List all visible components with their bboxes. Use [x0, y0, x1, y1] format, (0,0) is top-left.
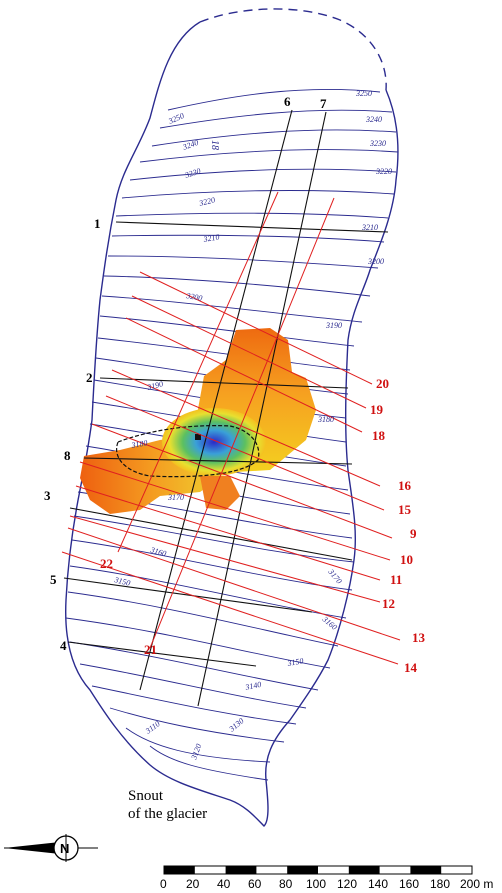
- profile-label-1: 1: [94, 216, 101, 231]
- elev-label: 3150: [286, 656, 304, 668]
- scale-bar: 0 20 40 60 80 100 120 140 160 180 200 m: [160, 865, 493, 891]
- scale-tick: 160: [399, 877, 419, 891]
- profile-label-2: 2: [86, 370, 93, 385]
- scale-tick: 20: [186, 877, 200, 891]
- black-profiles: [63, 109, 389, 707]
- profile-label-19: 19: [370, 402, 384, 417]
- elev-label: 3240: [181, 138, 200, 152]
- profile-line-4: [67, 641, 257, 667]
- scale-tick: 180: [430, 877, 450, 891]
- profile-label-10: 10: [400, 552, 413, 567]
- elev-label: 3210: [361, 223, 378, 232]
- profile-line-7: [197, 111, 327, 707]
- elev-label: 3180: [130, 438, 148, 450]
- scale-tick: 200 m: [460, 877, 493, 891]
- profile-line-12: [69, 515, 381, 603]
- color-anomaly: [80, 328, 316, 514]
- profile-line-14: [61, 551, 399, 665]
- scale-tick: 100: [306, 877, 326, 891]
- red-profiles: [61, 191, 401, 665]
- profile-label-15: 15: [398, 502, 412, 517]
- profile-line-2: [99, 377, 349, 389]
- elev-label: 3190: [145, 379, 164, 392]
- elev-label: 3210: [202, 232, 220, 244]
- profile-label-8: 8: [64, 448, 71, 463]
- profile-line-10: [79, 461, 391, 561]
- glacier-outline: [65, 8, 399, 827]
- scale-tick: 80: [279, 877, 293, 891]
- elev-label: 3220: [375, 167, 392, 176]
- profile-line-19: [131, 295, 367, 409]
- profile-label-4: 4: [60, 638, 67, 653]
- elev-label: 3250: [355, 89, 372, 98]
- elev-label: 3140: [244, 680, 262, 692]
- elev-label: 3170: [326, 567, 344, 586]
- profile-line-11: [75, 485, 381, 581]
- profile-label-7: 7: [320, 96, 327, 111]
- profile-line-20: [139, 271, 373, 385]
- elev-label: 3150: [113, 575, 132, 588]
- profile-label-12: 12: [382, 596, 395, 611]
- elev-label: 3240: [365, 115, 382, 124]
- black-profile-labels: 1 2 3 4 5 6 7 8: [44, 94, 327, 653]
- north-arrow-icon: N: [4, 834, 98, 862]
- elev-label: 3230: [369, 139, 386, 148]
- profile-label-6: 6: [284, 94, 291, 109]
- scale-tick: 0: [160, 877, 167, 891]
- profile-line-21: [149, 197, 335, 649]
- scale-tick: 40: [217, 877, 231, 891]
- snout-label-line1: Snout: [128, 788, 164, 804]
- stray-label: 18: [209, 140, 220, 150]
- red-profile-labels: 9 10 11 12 13 14 15 16 18 19 20 21 22: [100, 376, 426, 675]
- elev-label: 3180: [317, 415, 334, 424]
- profile-label-9: 9: [410, 526, 417, 541]
- profile-line-1: [115, 221, 389, 233]
- profile-label-14: 14: [404, 660, 418, 675]
- elev-label: 3190: [325, 321, 342, 330]
- scale-tick: 60: [248, 877, 262, 891]
- profile-label-3: 3: [44, 488, 51, 503]
- elev-label: 3170: [167, 493, 184, 502]
- elev-label: 3200: [185, 291, 203, 303]
- elev-label: 3220: [197, 195, 216, 208]
- profile-label-11: 11: [390, 572, 402, 587]
- profile-line-16: [111, 369, 381, 487]
- snout-label-line2: of the glacier: [128, 806, 207, 822]
- profile-label-18: 18: [372, 428, 386, 443]
- profile-line-22: [117, 191, 279, 553]
- elev-label: 3110: [143, 719, 162, 736]
- profile-line-9: [91, 423, 393, 539]
- elev-label: 3200: [367, 257, 384, 266]
- profile-line-15: [105, 395, 385, 511]
- profile-line-18: [125, 317, 363, 433]
- profile-label-21: 21: [144, 642, 157, 657]
- profile-line-5: [63, 577, 313, 613]
- profile-label-22: 22: [100, 556, 113, 571]
- profile-label-13: 13: [412, 630, 426, 645]
- north-letter: N: [60, 841, 69, 856]
- profile-label-5: 5: [50, 572, 57, 587]
- profile-label-16: 16: [398, 478, 412, 493]
- profile-label-20: 20: [376, 376, 389, 391]
- elev-label: 3230: [183, 166, 202, 180]
- profile-line-8: [83, 457, 353, 465]
- profile-line-3: [69, 507, 353, 561]
- profile-line-13: [67, 527, 401, 641]
- scale-tick: 140: [368, 877, 388, 891]
- elev-label: 3120: [189, 743, 203, 762]
- elev-label: 3130: [227, 716, 246, 734]
- profile-line-6: [139, 109, 293, 691]
- scale-tick: 120: [337, 877, 357, 891]
